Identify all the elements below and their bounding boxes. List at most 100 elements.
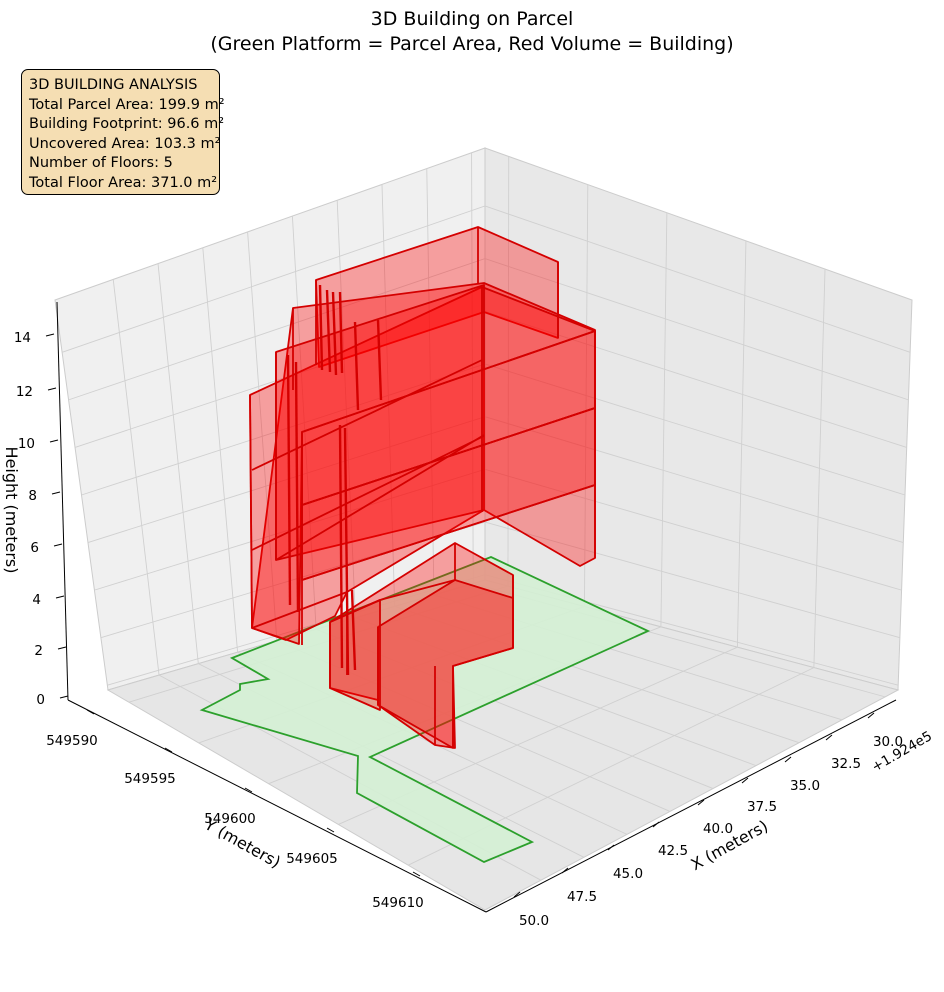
parcel-platform (199, 556, 651, 863)
x-tick-mark (607, 844, 615, 851)
z-grid-line (87, 416, 904, 543)
x-wall-grid-line (381, 184, 396, 607)
z-grid-line (100, 521, 900, 639)
y-tick-label: 549590 (46, 733, 98, 749)
z-tick-mark (59, 695, 69, 699)
building-curve-edge (376, 319, 383, 401)
z-tick-mark (45, 333, 55, 337)
building-curve-edge (286, 354, 292, 606)
y-wall-grid-line (583, 184, 589, 607)
building-curve-edge (350, 589, 357, 671)
y-tick-mark (86, 709, 95, 715)
x-tick-mark (513, 891, 521, 898)
building-edge (301, 484, 596, 581)
z-tick-mark (51, 491, 61, 495)
z-tick-mark (55, 595, 65, 599)
z-grid-line (61, 205, 911, 353)
chart-title-line1: 3D Building on Parcel (371, 8, 574, 30)
z-tick-label: 0 (36, 692, 45, 708)
x-wall-grid-line (247, 231, 278, 641)
x-tick-label: 50.0 (519, 913, 549, 929)
info-building-footprint: Building Footprint: 96.6 m² (29, 116, 225, 132)
z-tick-mark (47, 387, 57, 391)
z-axis-label: Height (meters) (2, 447, 21, 574)
y-axis-ticks: 549590 549595 549600 549605 549610 (46, 709, 424, 911)
y-tick-mark (412, 871, 421, 877)
y-tick-mark (164, 747, 173, 753)
z-axis-line (56, 301, 69, 701)
z-grid-line (94, 468, 902, 591)
building-edge (251, 591, 348, 629)
building-face (329, 542, 514, 749)
x-wall-grid-line (471, 152, 474, 584)
building-edge (379, 579, 456, 601)
building-curve-edge (331, 291, 338, 376)
x-tick-label: 35.0 (790, 778, 820, 794)
building-curve-edge (338, 291, 344, 374)
z-tick-label: 14 (14, 330, 31, 346)
z-grid-line (81, 363, 906, 496)
building-curve-edge (318, 284, 324, 371)
x-tick-label: 37.5 (747, 799, 777, 815)
building-curve-edge (294, 361, 300, 613)
x-tick-mark (741, 777, 749, 784)
z-tick-mark (49, 439, 59, 443)
y-wall-grid-line (813, 269, 826, 668)
building-edge (275, 434, 485, 561)
y-tick-label: 549610 (372, 895, 424, 911)
z-tick-mark (57, 646, 67, 650)
building-curve-edge (338, 424, 344, 669)
x-tick-mark (697, 799, 705, 806)
z-tick-label: 6 (30, 540, 39, 556)
x-tick-label: 45.0 (613, 866, 643, 882)
info-heading: 3D BUILDING ANALYSIS (29, 77, 198, 93)
axis-lines (56, 301, 897, 913)
x-tick-mark (825, 734, 833, 741)
y-tick-label: 549605 (286, 851, 338, 867)
y-wall-grid-line (507, 156, 510, 587)
building-edge (251, 359, 483, 471)
x-tick-mark (652, 821, 660, 828)
building-edge (329, 599, 381, 623)
building-curve-edge (353, 321, 360, 411)
z-axis-ticks: 0 2 4 6 8 10 12 14 (14, 330, 69, 708)
x-tick-mark (867, 712, 875, 719)
x-wall-grid-line (202, 247, 239, 653)
x-axis-ticks: 30.0 32.5 35.0 37.5 40.0 42.5 45.0 47.5 50.0 (513, 712, 903, 929)
y-tick-label: 549595 (124, 771, 176, 787)
z-tick-label: 2 (34, 643, 43, 659)
z-grid-line (74, 310, 907, 448)
y-wall-grid-line (660, 212, 668, 627)
x-tick-mark (561, 867, 569, 874)
z-tick-label: 10 (18, 436, 35, 452)
x-wall-grid-line (157, 263, 199, 664)
x-wall-grid-line (426, 168, 435, 595)
x-tick-label: 47.5 (567, 889, 597, 905)
building-edge (249, 394, 253, 629)
y-axis-line (67, 699, 487, 913)
x-tick-label: 40.0 (703, 821, 733, 837)
x-wall-grid-line (112, 279, 160, 676)
y-wall-grid-line (736, 240, 747, 648)
building-edge (251, 435, 485, 551)
z-tick-label: 8 (28, 488, 37, 504)
x-axis-line (485, 699, 897, 913)
z-tick-mark (53, 543, 63, 547)
x-wall-grid-line (291, 216, 317, 630)
x-tick-mark (784, 756, 792, 763)
x-wall-grid-line (336, 200, 356, 618)
building-curve-edge (343, 427, 350, 676)
z-tick-label: 12 (16, 384, 33, 400)
info-total-floor-area: Total Floor Area: 371.0 m² (29, 174, 218, 191)
x-tick-label: 42.5 (658, 843, 688, 859)
z-grid-line (68, 258, 909, 401)
info-uncovered-area: Uncovered Area: 103.3 m² (29, 135, 221, 152)
info-floors: Number of Floors: 5 (29, 155, 173, 171)
y-tick-label: 549600 (204, 811, 256, 827)
info-total-parcel-area: Total Parcel Area: 199.9 m² (29, 96, 225, 113)
building-volume (249, 226, 596, 749)
x-tick-label: 32.5 (831, 756, 861, 772)
chart-title-line2: (Green Platform = Parcel Area, Red Volum… (210, 33, 733, 55)
building-face (377, 579, 514, 749)
